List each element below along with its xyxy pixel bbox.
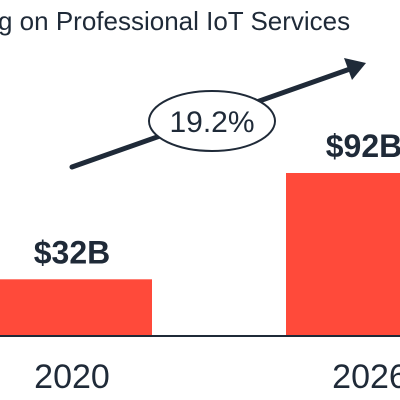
x-tick-label-2020: 2020 [34,358,110,396]
value-labels-group: $32B $92B [34,128,400,270]
growth-annotation: 19.2% [169,106,254,139]
bar-2026 [286,173,400,336]
growth-arrow-head [344,58,366,80]
tick-labels-group: 2020 2026 [34,358,400,396]
bars-group [0,173,400,336]
x-tick-label-2026: 2026 [332,358,400,396]
chart-title: g on Professional IoT Services [0,6,350,36]
value-label-2020: $32B [34,234,111,270]
growth-ellipse [148,90,276,152]
value-label-2026: $92B [326,128,400,164]
bar-2020 [0,279,152,336]
